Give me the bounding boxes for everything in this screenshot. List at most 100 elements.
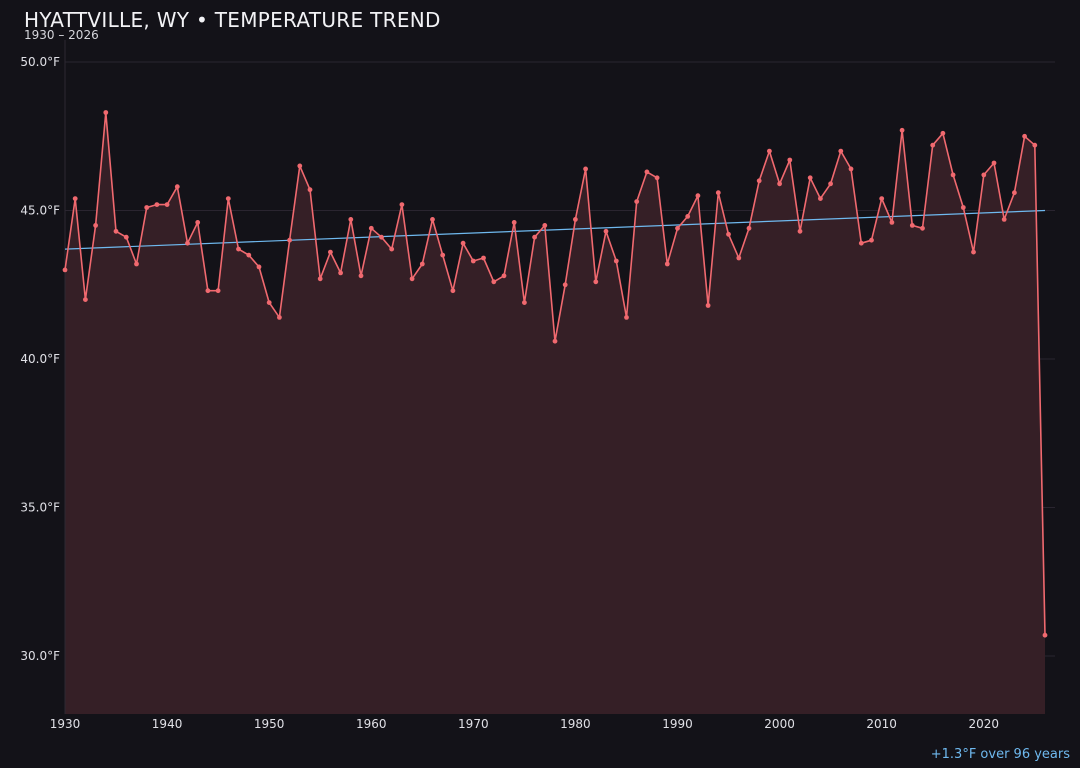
data-point	[72, 196, 78, 202]
data-point	[715, 190, 721, 196]
data-point	[736, 255, 742, 261]
data-point	[185, 240, 190, 246]
data-point	[491, 279, 497, 285]
data-point	[777, 181, 782, 187]
data-point	[297, 163, 303, 169]
data-point	[991, 160, 997, 166]
data-point	[399, 202, 405, 208]
data-point	[664, 261, 670, 267]
data-point	[134, 261, 139, 267]
data-point	[1032, 142, 1038, 148]
data-point	[960, 205, 966, 210]
data-point	[62, 267, 68, 273]
data-point	[726, 231, 731, 237]
data-point	[675, 225, 680, 231]
data-point	[338, 270, 343, 276]
data-point	[348, 217, 354, 222]
data-point	[511, 220, 517, 225]
data-point	[654, 175, 660, 181]
data-point	[624, 315, 629, 320]
data-point	[705, 303, 711, 308]
data-point	[154, 202, 160, 208]
data-point	[266, 300, 272, 305]
data-point	[164, 202, 170, 208]
data-point	[277, 315, 282, 320]
x-tick-label: 1940	[152, 717, 183, 731]
data-point	[981, 172, 987, 178]
data-point	[858, 240, 864, 246]
data-point	[195, 220, 201, 225]
x-tick-label: 1990	[662, 717, 693, 731]
data-point	[307, 187, 313, 193]
data-point	[695, 193, 701, 199]
x-tick-label: 2010	[866, 717, 897, 731]
data-point	[409, 276, 415, 282]
y-tick-labels: 30.0°F 35.0°F 40.0°F 45.0°F 50.0°F	[20, 55, 60, 663]
data-point	[481, 255, 486, 261]
chart-title: HYATTVILLE, WY • TEMPERATURE TREND	[24, 8, 441, 32]
data-point	[838, 148, 844, 154]
data-point	[144, 205, 150, 210]
data-point	[317, 276, 323, 282]
data-point	[940, 130, 946, 136]
data-point	[848, 166, 854, 172]
data-point	[573, 217, 578, 222]
data-point	[603, 228, 609, 234]
x-tick-label: 1960	[356, 717, 387, 731]
y-tick-label: 50.0°F	[20, 55, 60, 69]
data-point	[889, 220, 895, 225]
data-point	[368, 225, 374, 231]
x-tick-label: 1930	[50, 717, 81, 731]
data-point	[205, 288, 211, 294]
temperature-area-fill	[65, 112, 1045, 714]
data-point	[746, 225, 752, 231]
data-point	[450, 288, 456, 294]
data-point	[93, 223, 98, 228]
data-point	[246, 252, 252, 258]
data-point	[430, 217, 435, 222]
data-point	[818, 196, 823, 202]
data-point	[501, 273, 507, 279]
data-point	[634, 199, 640, 205]
data-point	[797, 228, 803, 234]
data-point	[1001, 217, 1007, 222]
data-point	[174, 184, 180, 190]
data-point	[460, 240, 466, 246]
data-point	[613, 258, 619, 264]
x-tick-label: 1980	[560, 717, 591, 731]
x-tick-label: 1950	[254, 717, 285, 731]
data-point	[113, 228, 119, 234]
data-point	[419, 261, 425, 267]
data-point	[256, 264, 262, 270]
data-point	[542, 223, 548, 228]
data-point	[1042, 632, 1048, 638]
data-point	[767, 148, 772, 154]
data-point	[828, 181, 833, 187]
x-tick-label: 2020	[968, 717, 999, 731]
data-point	[287, 237, 292, 243]
y-tick-label: 35.0°F	[20, 501, 60, 515]
y-tick-label: 45.0°F	[20, 204, 60, 218]
data-point	[787, 157, 793, 163]
data-point	[552, 338, 558, 344]
data-points	[62, 110, 1048, 638]
data-point	[756, 178, 762, 184]
y-tick-label: 40.0°F	[20, 352, 60, 366]
data-point	[909, 223, 915, 228]
data-point	[389, 246, 395, 252]
data-point	[869, 237, 874, 243]
data-point	[532, 234, 537, 240]
trend-line	[64, 209, 1046, 250]
x-tick-labels: 1930 1940 1950 1960 1970 1980 1990 2000 2010 2020	[50, 717, 999, 731]
data-point	[950, 172, 956, 178]
y-tick-label: 30.0°F	[20, 649, 60, 663]
chart-subtitle: 1930 – 2026	[24, 28, 99, 42]
data-point	[593, 279, 599, 285]
data-point	[807, 175, 813, 181]
data-point	[1022, 133, 1027, 139]
data-point	[236, 246, 241, 252]
data-point	[685, 214, 691, 219]
x-tick-label: 1970	[458, 717, 489, 731]
data-point	[562, 282, 568, 288]
